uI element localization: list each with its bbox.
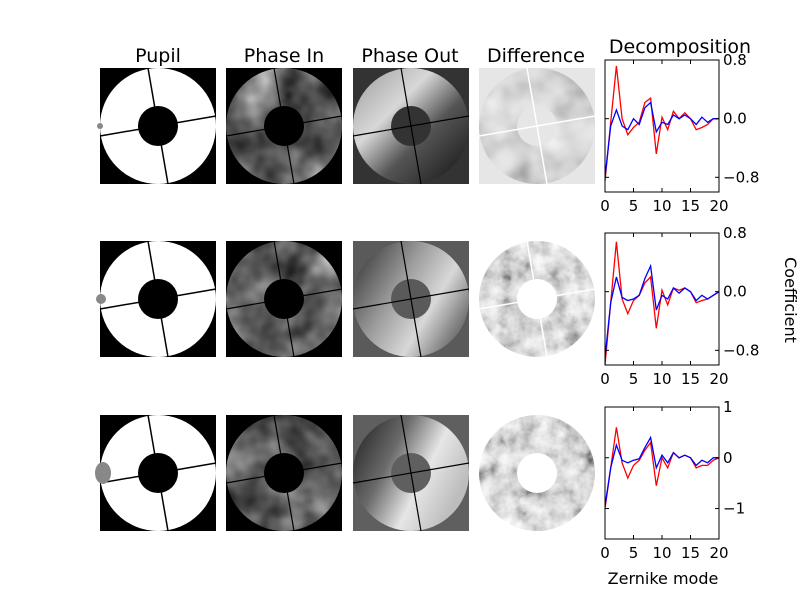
- x-tick-label: 5: [629, 370, 639, 388]
- y-tick-label: 0.8: [723, 224, 747, 242]
- x-tick-label: 10: [652, 544, 671, 562]
- x-tick-label: 0: [600, 370, 610, 388]
- phase-in-image-row2: [225, 240, 343, 358]
- y-tick-label: −0.8: [723, 341, 759, 359]
- x-tick-label: 5: [629, 544, 639, 562]
- pupil-image-row3: [95, 414, 217, 532]
- x-tick-label: 15: [681, 370, 700, 388]
- x-tick-label: 5: [629, 197, 639, 215]
- series-line-blue: [605, 263, 719, 358]
- y-tick-label: −0.8: [723, 168, 759, 186]
- x-tick-label: 10: [652, 197, 671, 215]
- y-axis-label: Coefficient: [781, 257, 800, 343]
- x-tick-label: 20: [709, 370, 728, 388]
- decomposition-chart-row2: 0 5 10 15 20 0.8 0.0 −0.8: [600, 224, 759, 388]
- series-line-blue: [605, 101, 719, 178]
- chart-frame: [604, 406, 720, 540]
- difference-image-row2: [478, 240, 596, 358]
- series-line-red: [605, 427, 719, 509]
- series-line-red: [605, 65, 719, 182]
- x-tick-label: 20: [709, 544, 728, 562]
- series-line-blue: [605, 435, 719, 507]
- y-tick-label: 0.0: [723, 283, 747, 301]
- y-tick-label: 0.8: [723, 51, 747, 69]
- title-decomposition: Decomposition: [609, 36, 751, 58]
- x-tick-label: 15: [681, 544, 700, 562]
- title-pupil: Pupil: [135, 45, 181, 67]
- x-tick-label: 0: [600, 197, 610, 215]
- title-phase-in: Phase In: [244, 45, 324, 67]
- phase-out-image-row1: [352, 67, 470, 185]
- phase-out-image-row3: [352, 414, 470, 532]
- x-axis-label: Zernike mode: [608, 569, 719, 588]
- phase-out-image-row2: [352, 240, 470, 358]
- decomposition-chart-row1: 0 5 10 15 20 0.8 0.0 −0.8: [600, 51, 759, 215]
- pupil-image-row1: [97, 67, 217, 185]
- series-line-red: [605, 241, 719, 365]
- difference-image-row3: [479, 415, 595, 531]
- y-tick-label: 0.0: [723, 110, 747, 128]
- x-tick-label: 15: [681, 197, 700, 215]
- x-tick-label: 0: [600, 544, 610, 562]
- y-tick-label: 0: [723, 449, 733, 467]
- x-tick-label: 10: [652, 370, 671, 388]
- y-tick-label: 1: [723, 398, 733, 416]
- y-tick-label: −1: [723, 500, 745, 518]
- title-difference: Difference: [487, 45, 585, 67]
- title-phase-out: Phase Out: [361, 45, 458, 67]
- difference-image-row1: [478, 67, 596, 185]
- phase-in-image-row3: [225, 414, 343, 532]
- phase-in-image-row1: [225, 67, 343, 185]
- pupil-image-row2: [96, 240, 217, 358]
- x-tick-label: 20: [709, 197, 728, 215]
